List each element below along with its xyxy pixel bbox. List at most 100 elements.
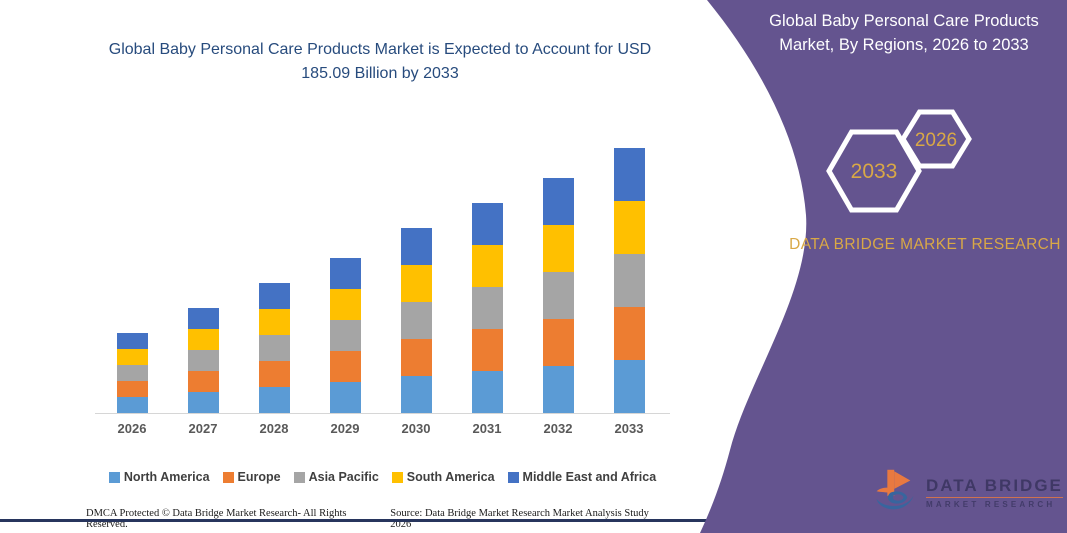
chart-legend: North America Europe Asia Pacific South Ame… bbox=[85, 470, 680, 484]
bar-segment-2031-asia-pacific bbox=[471, 287, 503, 329]
bar-segment-2030-south-america bbox=[400, 265, 432, 302]
footer-dmca-text: DMCA Protected © Data Bridge Market Rese… bbox=[86, 508, 347, 530]
stacked-bar-2027 bbox=[187, 308, 219, 413]
bar-segment-2027-north-america bbox=[187, 392, 219, 413]
x-tick-label-2033: 2033 bbox=[614, 421, 644, 436]
stacked-bar-2030 bbox=[400, 228, 432, 413]
legend-label-south-america: South America bbox=[406, 470, 495, 484]
dbmr-logo: DATA BRIDGE MARKET RESEARCH bbox=[872, 460, 1064, 524]
stacked-bar-plot bbox=[95, 147, 670, 413]
bar-segment-2033-north-america bbox=[613, 360, 645, 413]
legend-swatch-asia-pacific bbox=[293, 471, 305, 483]
bar-segment-2029-south-america bbox=[329, 289, 361, 320]
bar-segment-2031-middle-east-and-africa bbox=[471, 203, 503, 245]
chart-title: Global Baby Personal Care Products Marke… bbox=[108, 41, 652, 82]
bar-segment-2029-middle-east-and-africa bbox=[329, 258, 361, 289]
bar-segment-2033-middle-east-and-africa bbox=[613, 148, 645, 201]
brand-wordmark: DATA BRIDGE MARKET RESEARCH bbox=[789, 236, 1061, 253]
x-tick-label-2028: 2028 bbox=[259, 421, 289, 436]
legend-item-asia-pacific: Asia Pacific bbox=[293, 470, 379, 484]
bar-segment-2029-north-america bbox=[329, 382, 361, 413]
bar-segment-2032-middle-east-and-africa bbox=[542, 178, 574, 225]
dbmr-logo-icon bbox=[876, 469, 914, 510]
logo-line1: DATA BRIDGE bbox=[926, 475, 1063, 495]
legend-item-europe: Europe bbox=[222, 470, 281, 484]
bar-segment-2029-europe bbox=[329, 351, 361, 382]
panel-title: Global Baby Personal Care Products Marke… bbox=[769, 12, 1039, 54]
bar-segment-2027-middle-east-and-africa bbox=[187, 308, 219, 329]
bar-segment-2032-north-america bbox=[542, 366, 574, 413]
legend-label-middle-east-and-africa: Middle East and Africa bbox=[522, 470, 657, 484]
x-axis-labels: 2026 2027 2028 2029 2030 2031 2032 2033 bbox=[95, 421, 670, 439]
x-tick-label-2030: 2030 bbox=[401, 421, 431, 436]
x-tick-label-2031: 2031 bbox=[472, 421, 502, 436]
legend-label-north-america: North America bbox=[123, 470, 210, 484]
legend-item-middle-east-and-africa: Middle East and Africa bbox=[507, 470, 657, 484]
bar-segment-2032-asia-pacific bbox=[542, 272, 574, 319]
bar-segment-2033-europe bbox=[613, 307, 645, 360]
bar-segment-2027-asia-pacific bbox=[187, 350, 219, 371]
stacked-bar-2031 bbox=[471, 203, 503, 413]
bar-segment-2033-south-america bbox=[613, 201, 645, 254]
bar-segment-2026-asia-pacific bbox=[116, 365, 148, 381]
legend-swatch-north-america bbox=[108, 471, 120, 483]
legend-item-north-america: North America bbox=[108, 470, 210, 484]
bar-segment-2028-europe bbox=[258, 361, 290, 387]
bar-segment-2027-europe bbox=[187, 371, 219, 392]
legend-item-south-america: South America bbox=[391, 470, 495, 484]
bar-segment-2031-north-america bbox=[471, 371, 503, 413]
bar-segment-2033-asia-pacific bbox=[613, 254, 645, 307]
bar-segment-2031-south-america bbox=[471, 245, 503, 287]
footer: DMCA Protected © Data Bridge Market Rese… bbox=[86, 508, 672, 530]
legend-swatch-europe bbox=[222, 471, 234, 483]
logo-line2: MARKET RESEARCH bbox=[926, 499, 1056, 509]
bar-segment-2028-south-america bbox=[258, 309, 290, 335]
bar-segment-2026-south-america bbox=[116, 349, 148, 365]
x-tick-label-2027: 2027 bbox=[188, 421, 218, 436]
bottom-navy-rule bbox=[0, 519, 712, 522]
logo-divider bbox=[926, 496, 1063, 498]
bar-segment-2030-north-america bbox=[400, 376, 432, 413]
hexagon-2026-label: 2026 bbox=[915, 130, 957, 151]
bar-segment-2028-asia-pacific bbox=[258, 335, 290, 361]
hexagon-2033-label: 2033 bbox=[851, 160, 898, 183]
bar-segment-2026-europe bbox=[116, 381, 148, 397]
x-tick-label-2032: 2032 bbox=[543, 421, 573, 436]
logo-b-flag bbox=[894, 471, 911, 489]
stacked-bar-2028 bbox=[258, 283, 290, 413]
bar-segment-2030-asia-pacific bbox=[400, 302, 432, 339]
bar-segment-2031-europe bbox=[471, 329, 503, 371]
hexagon-2026 bbox=[900, 109, 972, 169]
logo-d-bowl bbox=[887, 491, 908, 504]
bar-segment-2026-north-america bbox=[116, 397, 148, 413]
stacked-bar-2033 bbox=[613, 148, 645, 413]
bar-segment-2032-europe bbox=[542, 319, 574, 366]
bar-segment-2028-north-america bbox=[258, 387, 290, 413]
hexagon-2033 bbox=[826, 129, 922, 213]
bar-segment-2029-asia-pacific bbox=[329, 320, 361, 351]
legend-label-europe: Europe bbox=[237, 470, 281, 484]
bar-segment-2030-europe bbox=[400, 339, 432, 376]
x-tick-label-2026: 2026 bbox=[117, 421, 147, 436]
bar-segment-2026-middle-east-and-africa bbox=[116, 333, 148, 349]
purple-panel-shape bbox=[700, 0, 1067, 533]
logo-d-swoosh bbox=[876, 495, 914, 510]
stacked-bar-2032 bbox=[542, 178, 574, 413]
bar-segment-2027-south-america bbox=[187, 329, 219, 350]
x-tick-label-2029: 2029 bbox=[330, 421, 360, 436]
logo-roof bbox=[876, 487, 891, 493]
stacked-bar-2026 bbox=[116, 333, 148, 413]
dbmr-logo-text: DATA BRIDGE MARKET RESEARCH bbox=[926, 476, 1063, 509]
bar-segment-2028-middle-east-and-africa bbox=[258, 283, 290, 309]
legend-swatch-middle-east-and-africa bbox=[507, 471, 519, 483]
legend-swatch-south-america bbox=[391, 471, 403, 483]
hexagon-badges: 2033 2026 bbox=[826, 109, 972, 213]
legend-label-asia-pacific: Asia Pacific bbox=[308, 470, 379, 484]
bar-segment-2032-south-america bbox=[542, 225, 574, 272]
bar-segment-2030-middle-east-and-africa bbox=[400, 228, 432, 265]
footer-source-text: Source: Data Bridge Market Research Mark… bbox=[390, 508, 649, 530]
x-axis-line bbox=[95, 413, 670, 414]
stacked-bar-2029 bbox=[329, 258, 361, 413]
